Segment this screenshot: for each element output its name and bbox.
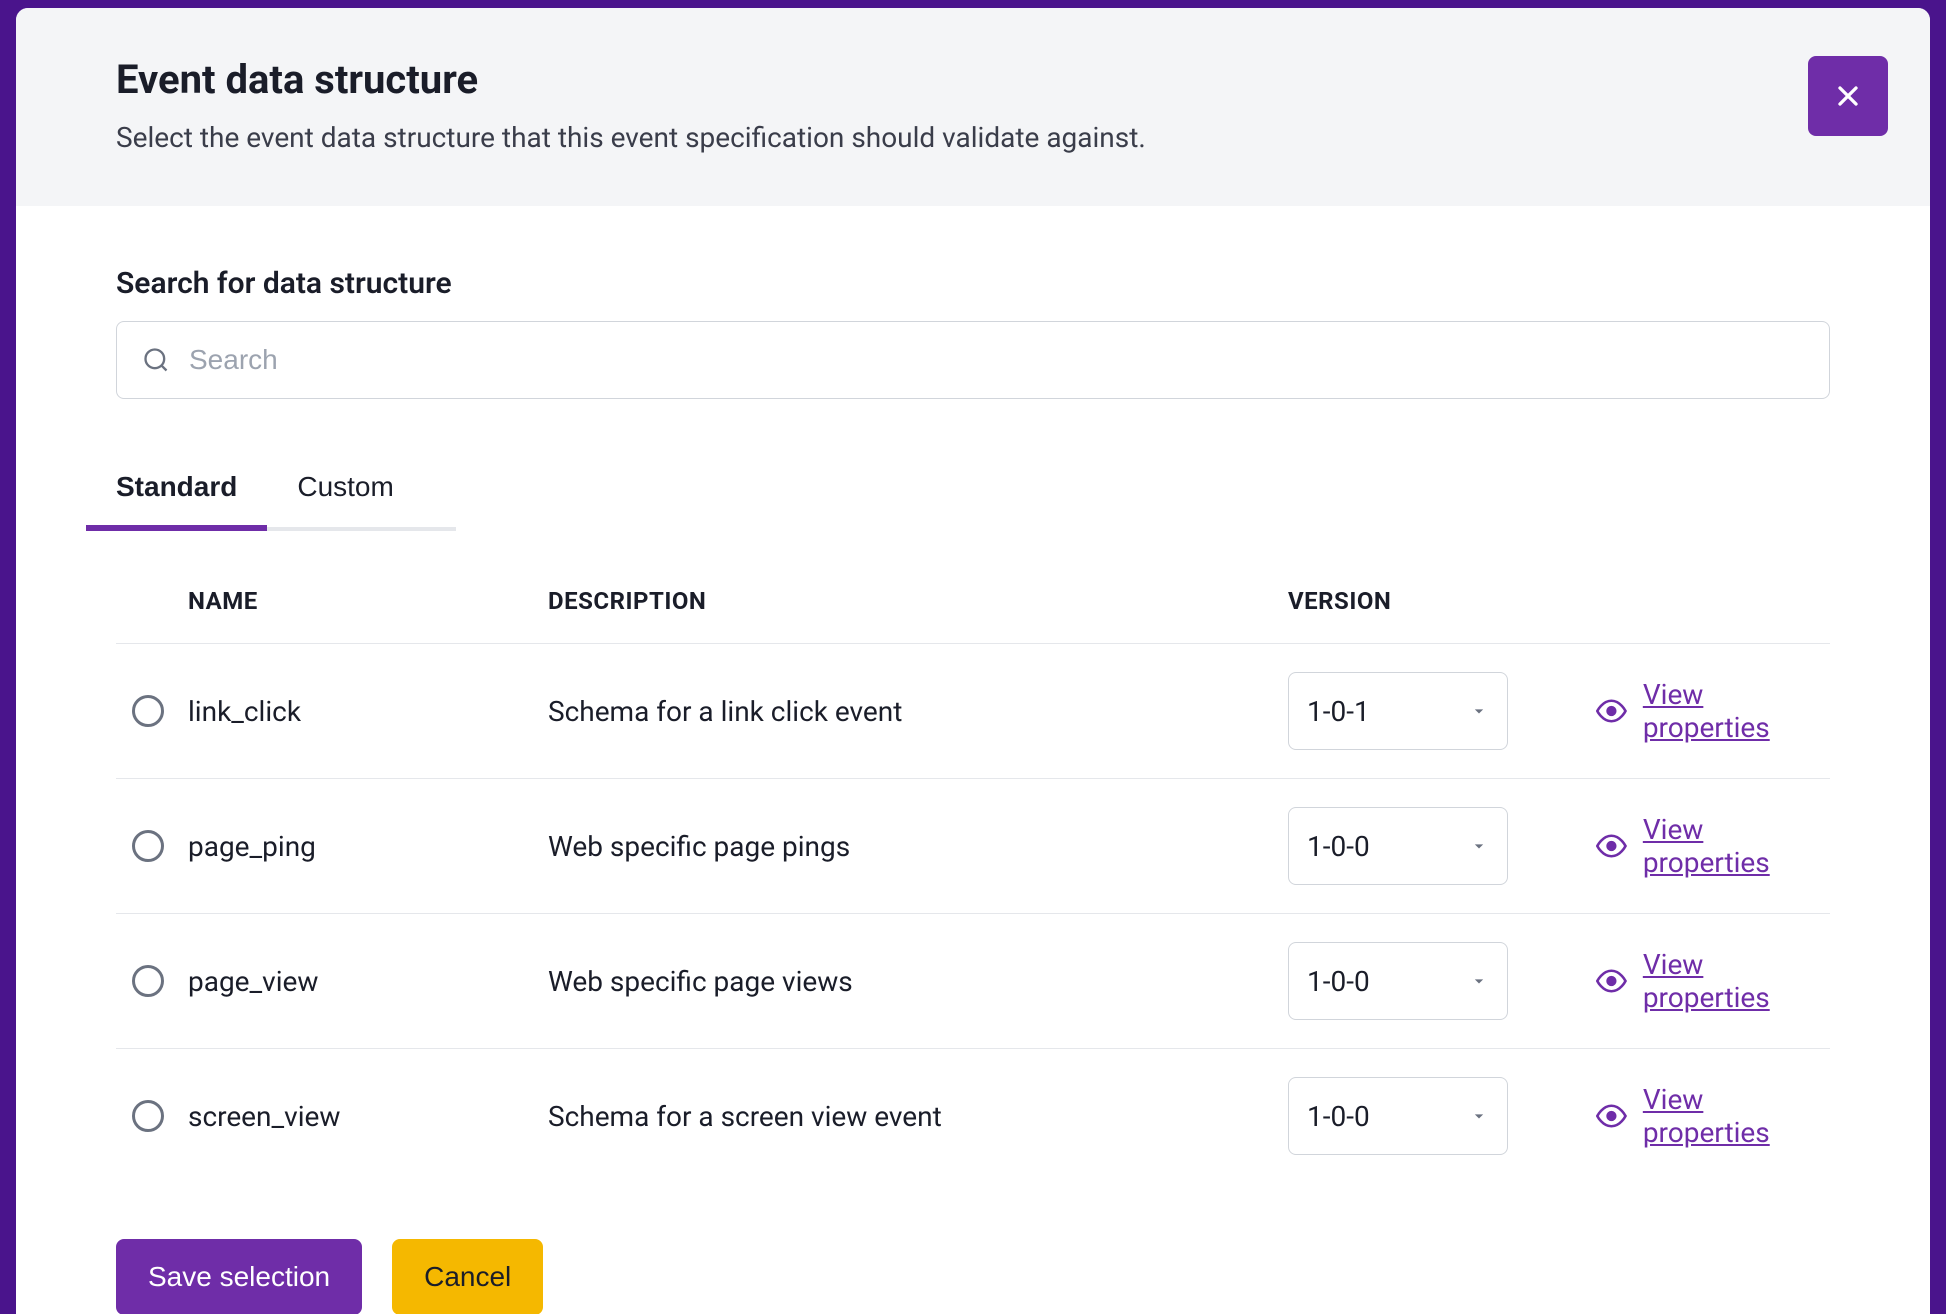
modal-subtitle: Select the event data structure that thi… [116,121,1830,154]
radio-screen-view[interactable] [132,1100,164,1132]
chevron-down-icon [1469,701,1489,721]
chevron-down-icon [1469,836,1489,856]
radio-cell [116,830,188,862]
modal-footer: Save selection Cancel [116,1239,1830,1314]
header-version: VERSION [1288,587,1548,615]
search-label: Search for data structure [116,266,1830,301]
version-cell: 1-0-0 [1288,1077,1548,1155]
view-properties-link[interactable]: View properties [1643,948,1830,1014]
data-structure-table: NAME DESCRIPTION VERSION link_click Sche… [116,587,1830,1183]
radio-cell [116,1100,188,1132]
radio-cell [116,965,188,997]
table-header: NAME DESCRIPTION VERSION [116,587,1830,644]
header-radio [116,587,188,615]
version-select[interactable]: 1-0-1 [1288,672,1508,750]
view-properties-link[interactable]: View properties [1643,813,1830,879]
chevron-down-icon [1469,1106,1489,1126]
event-data-structure-modal: Event data structure Select the event da… [16,8,1930,1314]
name-cell: screen_view [188,1100,548,1133]
description-cell: Schema for a screen view event [548,1100,1288,1133]
version-value: 1-0-1 [1307,695,1370,728]
version-select[interactable]: 1-0-0 [1288,1077,1508,1155]
header-name: NAME [188,587,548,615]
view-cell: View properties [1548,1083,1830,1149]
modal-title: Event data structure [116,56,1830,103]
version-value: 1-0-0 [1307,965,1370,998]
search-container [116,321,1830,399]
eye-icon [1596,695,1627,727]
view-properties-link[interactable]: View properties [1643,1083,1830,1149]
version-value: 1-0-0 [1307,830,1370,863]
tab-custom[interactable]: Custom [297,471,393,527]
modal-backdrop: Event data structure Select the event da… [0,0,1946,1314]
save-selection-button[interactable]: Save selection [116,1239,362,1314]
description-cell: Schema for a link click event [548,695,1288,728]
close-button[interactable] [1808,56,1888,136]
header-actions [1548,587,1830,615]
table-row: screen_view Schema for a screen view eve… [116,1049,1830,1183]
table-row: link_click Schema for a link click event… [116,644,1830,779]
view-cell: View properties [1548,678,1830,744]
cancel-button[interactable]: Cancel [392,1239,543,1314]
version-cell: 1-0-1 [1288,672,1548,750]
version-value: 1-0-0 [1307,1100,1370,1133]
eye-icon [1596,965,1627,997]
radio-cell [116,695,188,727]
header-description: DESCRIPTION [548,587,1288,615]
version-cell: 1-0-0 [1288,807,1548,885]
table-row: page_view Web specific page views 1-0-0 [116,914,1830,1049]
modal-header: Event data structure Select the event da… [16,8,1930,206]
eye-icon [1596,1100,1627,1132]
name-cell: page_view [188,965,548,998]
name-cell: link_click [188,695,548,728]
table-row: page_ping Web specific page pings 1-0-0 [116,779,1830,914]
chevron-down-icon [1469,971,1489,991]
tab-standard[interactable]: Standard [116,471,237,527]
modal-body: Search for data structure Standard Custo… [16,206,1930,1314]
radio-page-ping[interactable] [132,830,164,862]
eye-icon [1596,830,1627,862]
version-cell: 1-0-0 [1288,942,1548,1020]
tabs: Standard Custom [116,471,456,531]
view-cell: View properties [1548,948,1830,1014]
view-properties-link[interactable]: View properties [1643,678,1830,744]
radio-page-view[interactable] [132,965,164,997]
description-cell: Web specific page pings [548,830,1288,863]
radio-link-click[interactable] [132,695,164,727]
version-select[interactable]: 1-0-0 [1288,942,1508,1020]
search-input[interactable] [116,321,1830,399]
view-cell: View properties [1548,813,1830,879]
description-cell: Web specific page views [548,965,1288,998]
close-icon [1832,80,1864,112]
name-cell: page_ping [188,830,548,863]
search-icon [142,346,170,374]
version-select[interactable]: 1-0-0 [1288,807,1508,885]
